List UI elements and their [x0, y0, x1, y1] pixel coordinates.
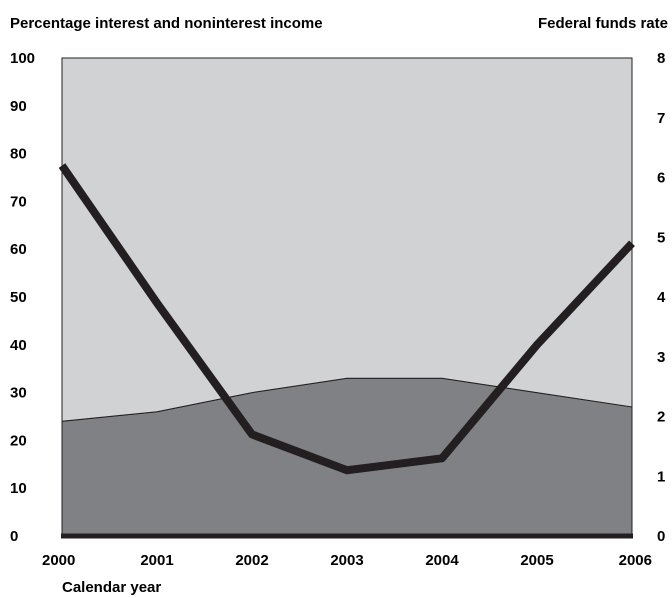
x-tick-label: 2006 [619, 552, 652, 569]
y-right-tick-label: 2 [657, 409, 665, 426]
x-tick-label: 2002 [235, 552, 268, 569]
x-axis-label: Calendar year [62, 579, 161, 596]
y-left-tick-label: 40 [10, 337, 27, 354]
federal-funds-rate-point [346, 469, 348, 471]
area-layer [61, 57, 633, 537]
y-left-tick-label: 90 [10, 98, 27, 115]
y-left-tick-label: 30 [10, 385, 27, 402]
right-axis-label: Federal funds rate [538, 15, 668, 32]
federal-funds-rate-point [441, 457, 443, 459]
axis-layer: 0 10 20 30 40 50 60 70 80 90 100 0 1 2 3 4 5 6 7 8 2000 2001 2… [10, 50, 666, 569]
left-axis-label: Percentage interest and noninterest inco… [10, 15, 323, 32]
x-tick-label: 2005 [520, 552, 553, 569]
x-tick-label: 2001 [140, 552, 173, 569]
y-right-tick-label: 7 [657, 110, 665, 127]
federal-funds-rate-point [536, 344, 538, 346]
x-tick-label: 2003 [330, 552, 363, 569]
y-left-tick-label: 100 [10, 50, 35, 67]
y-right-tick-label: 0 [657, 528, 665, 545]
y-left-tick-label: 0 [10, 528, 18, 545]
y-right-tick-label: 6 [657, 170, 665, 187]
federal-funds-rate-point [156, 302, 158, 304]
y-right-tick-label: 1 [657, 468, 665, 485]
y-left-tick-label: 10 [10, 480, 27, 497]
y-left-tick-label: 70 [10, 193, 27, 210]
y-right-tick-label: 3 [657, 349, 665, 366]
y-left-tick-label: 60 [10, 241, 27, 258]
y-right-tick-label: 8 [657, 50, 665, 67]
y-left-tick-label: 50 [10, 289, 27, 306]
y-right-tick-label: 4 [657, 289, 666, 306]
x-tick-label: 2004 [425, 552, 459, 569]
y-left-tick-label: 20 [10, 432, 27, 449]
x-tick-label: 2000 [42, 552, 75, 569]
federal-funds-rate-point [251, 433, 253, 435]
y-left-tick-label: 80 [10, 146, 27, 163]
y-right-tick-label: 5 [657, 229, 665, 246]
area-band-2 [61, 57, 633, 422]
